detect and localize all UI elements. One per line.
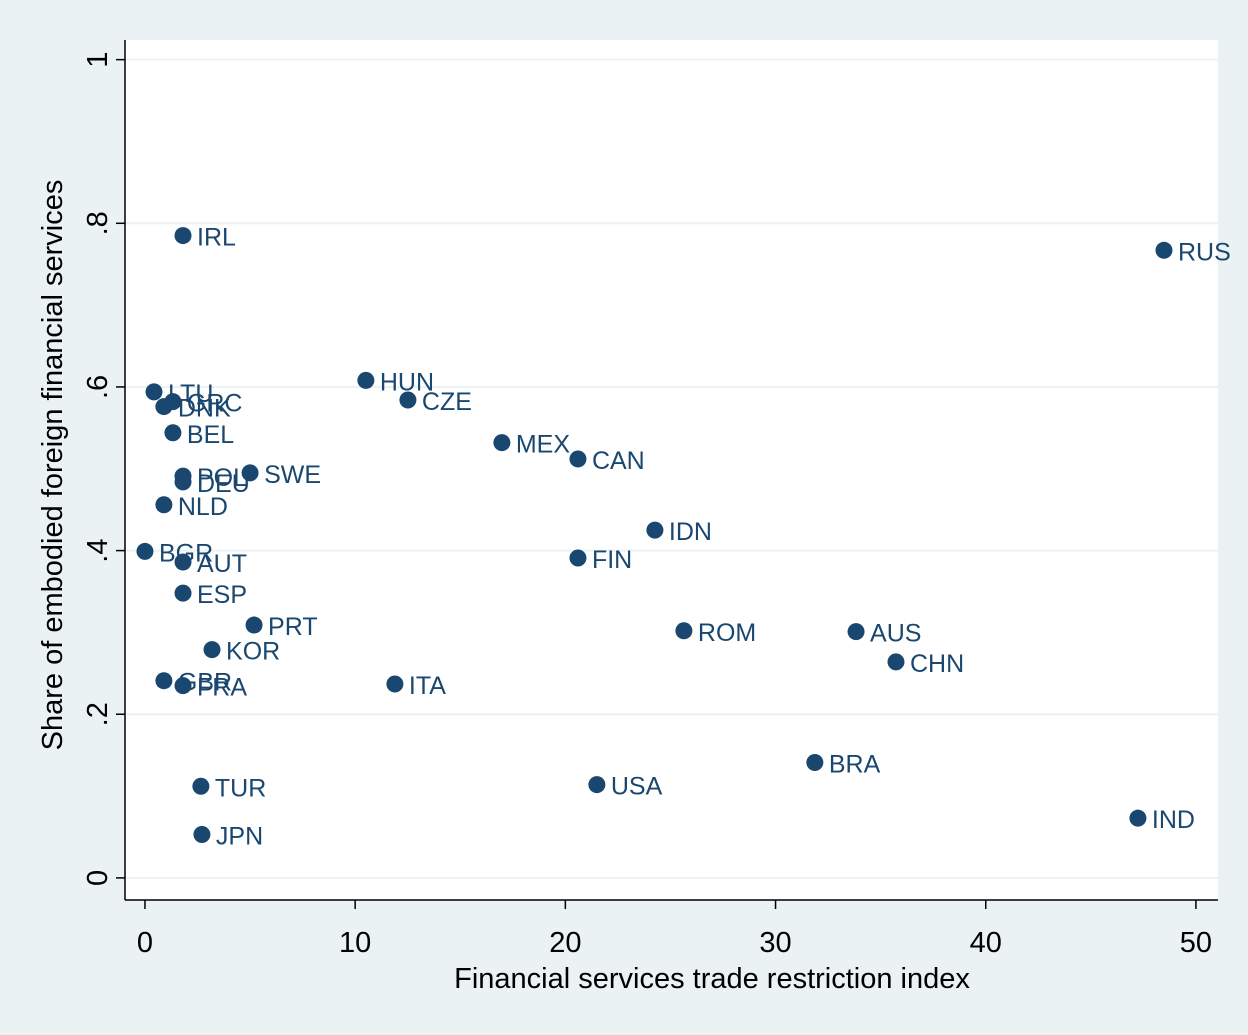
point [1155,241,1173,259]
point-label: ITA [409,672,446,700]
point [399,391,417,409]
point [174,227,192,245]
point [241,464,259,482]
point-label: ROM [698,619,756,647]
point [646,521,664,539]
point [203,641,221,659]
y-axis-label: Share of embodied foreign financial serv… [37,180,69,751]
plot-area [125,40,1218,900]
x-tick-label: 0 [137,927,153,959]
y-tick-label: .4 [82,539,114,563]
point-label: GRC [187,390,243,418]
point-label: FRA [197,674,247,702]
point-label: RUS [1178,238,1231,266]
point-label: SWE [264,461,321,489]
point-label: FIN [592,546,632,574]
point [887,653,905,671]
point-label: IDN [669,518,712,546]
point [192,777,210,795]
point-label: DEU [197,470,250,498]
point-label: ESP [197,581,247,609]
point-label: DNK [178,395,231,423]
point-label: USA [611,773,663,801]
point-label: NLD [178,493,228,521]
point-label: BRA [829,751,881,779]
point-label: BEL [187,421,234,449]
point-label: IRL [197,224,236,252]
point-label: IND [1152,806,1195,834]
point-label: KOR [226,638,280,666]
x-tick-label: 30 [759,927,791,959]
point [145,383,163,401]
point [193,826,211,844]
x-tick-label: 50 [1180,927,1212,959]
point [155,496,173,514]
point-label: CAN [592,447,645,475]
x-tick-label: 20 [549,927,581,959]
point [386,675,404,693]
point [174,473,192,491]
point [806,754,824,772]
point [164,424,182,442]
point [164,393,182,411]
point-label: CHN [910,650,964,678]
point-label: MEX [516,431,571,459]
point-label: POL [197,464,247,492]
x-tick-label: 10 [339,927,371,959]
y-tick-label: .8 [82,211,114,235]
point [493,434,511,452]
point [1129,809,1147,827]
point-label: JPN [216,823,263,851]
point-label: PRT [268,613,318,641]
x-axis-label: Financial services trade restriction ind… [454,963,970,995]
point [569,549,587,567]
y-tick-label: .6 [82,375,114,399]
point [174,553,192,571]
y-tick-label: 1 [82,52,114,68]
point [588,776,606,794]
point [569,450,587,468]
point-label: TUR [215,774,266,802]
point [136,542,154,560]
point [245,616,263,634]
point [675,622,693,640]
point [174,677,192,695]
y-tick-label: 0 [82,870,114,886]
point-label: AUT [197,550,247,578]
point [174,584,192,602]
point [155,672,173,690]
y-tick-label: .2 [82,702,114,726]
point-label: CZE [422,388,472,416]
point [357,371,375,389]
x-tick-label: 40 [970,927,1002,959]
point [847,623,865,641]
point-label: AUS [870,620,921,648]
